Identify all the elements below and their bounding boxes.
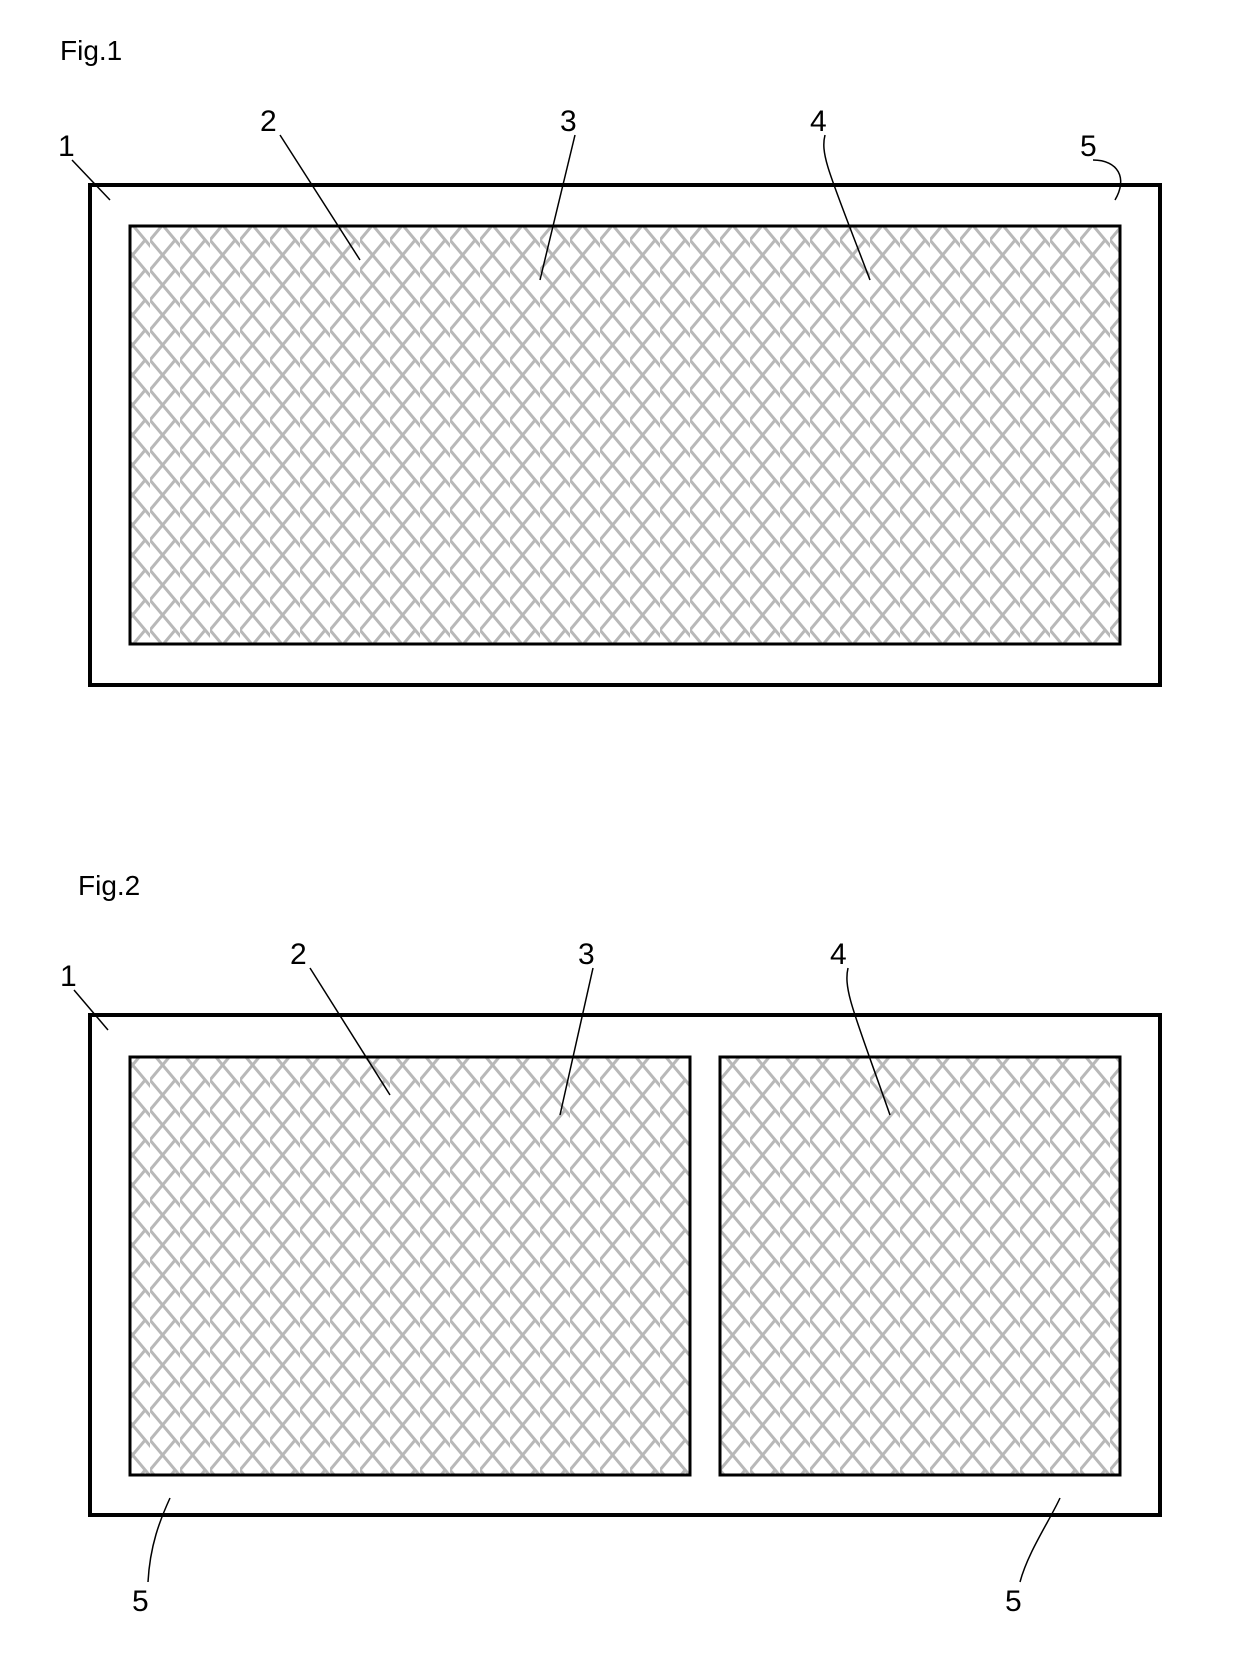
callout-number: 2 (290, 938, 307, 972)
page: Fig.1 1 2 3 4 5 Fig.2 1 2 3 4 5 5 (0, 0, 1240, 1657)
callout-number: 5 (1005, 1585, 1022, 1619)
diagram-canvas (0, 0, 1240, 1657)
callout-number: 1 (58, 130, 75, 164)
hatched-panel (130, 226, 1120, 644)
callout-number: 4 (810, 105, 827, 139)
callout-number: 4 (830, 938, 847, 972)
callout-number: 3 (560, 105, 577, 139)
figure-label: Fig.1 (60, 35, 122, 67)
leader-line (148, 1498, 170, 1582)
callout-number: 3 (578, 938, 595, 972)
callout-number: 1 (60, 960, 77, 994)
leader-line (1093, 160, 1121, 200)
figure-label: Fig.2 (78, 870, 140, 902)
callout-number: 2 (260, 105, 277, 139)
callout-number: 5 (1080, 130, 1097, 164)
hatched-panel (130, 1057, 690, 1475)
callout-number: 5 (132, 1585, 149, 1619)
leader-line (1020, 1498, 1060, 1582)
hatched-panel (720, 1057, 1120, 1475)
